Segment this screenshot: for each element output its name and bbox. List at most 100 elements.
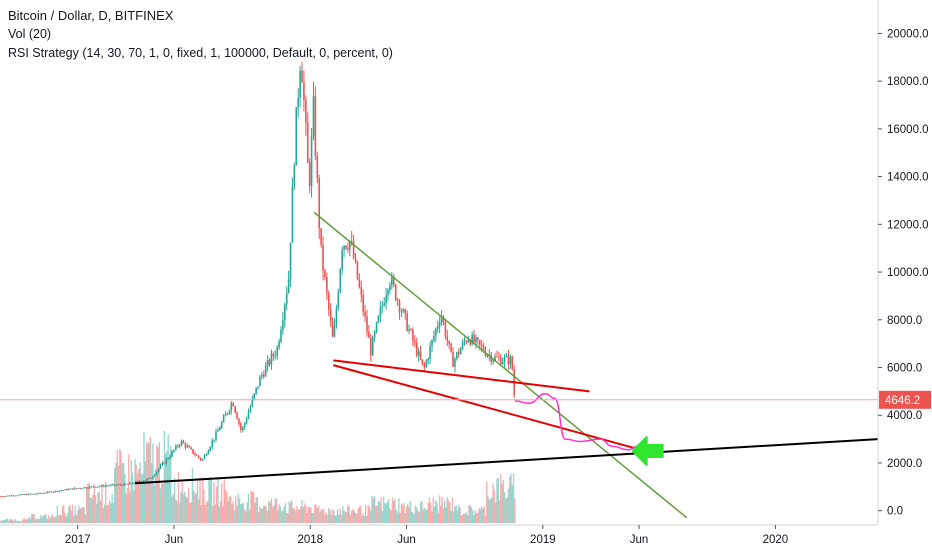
volume-bar xyxy=(421,500,423,523)
candle-body xyxy=(190,447,192,450)
volume-bar xyxy=(466,515,469,523)
candle-body xyxy=(236,412,238,420)
volume-bar xyxy=(431,511,433,523)
volume-bar xyxy=(153,485,155,523)
volume-bar xyxy=(185,496,187,523)
candle-body xyxy=(133,483,135,485)
candle-body xyxy=(297,98,299,108)
volume-bar xyxy=(297,509,299,523)
price-axis[interactable]: 0.0 2000.0 4000.0 6000.0 8000.0 10000.0 12000.… xyxy=(0,0,931,525)
volume-bar xyxy=(393,501,395,523)
candle-body xyxy=(383,303,386,306)
time-axis[interactable]: 2017 Jun 2018 Jun 2019 Jun 2020 xyxy=(0,524,878,546)
volume-bar xyxy=(503,492,506,523)
volume-bar xyxy=(83,507,85,523)
volume-bar xyxy=(300,506,302,523)
candle-body xyxy=(488,354,491,356)
volume-bar xyxy=(410,511,413,523)
volume-bar xyxy=(209,476,211,523)
candle-body xyxy=(343,245,345,250)
volume-indicator-label[interactable]: Vol (20) xyxy=(8,27,52,41)
last-price-tag xyxy=(879,390,931,409)
volume-bar xyxy=(506,496,508,523)
volume-bar xyxy=(232,501,234,523)
volume-bar xyxy=(351,510,353,523)
volume-bar xyxy=(469,505,471,523)
candle-body xyxy=(79,487,82,489)
candle-body xyxy=(284,304,286,320)
volume-bar xyxy=(161,483,163,523)
candle-body xyxy=(475,337,477,343)
volume-bar xyxy=(181,481,183,523)
candle-body xyxy=(326,277,328,293)
volume-bar xyxy=(152,443,154,523)
volume-bar xyxy=(403,503,405,523)
volume-bar xyxy=(498,500,501,523)
volume-bar xyxy=(259,506,261,523)
volume-bar xyxy=(368,506,371,523)
volume-bar xyxy=(131,472,134,523)
x-tick-label: 2019 xyxy=(530,534,556,546)
volume-bar xyxy=(407,503,409,523)
candle-body xyxy=(106,485,108,487)
volume-bar xyxy=(361,516,363,523)
candle-body xyxy=(175,445,177,450)
volume-bar xyxy=(19,520,22,523)
candle-body xyxy=(249,406,252,413)
volume-bar xyxy=(134,458,136,523)
candle-body xyxy=(199,457,202,461)
volume-bar xyxy=(447,500,450,523)
candle-body xyxy=(347,248,349,250)
candle-body xyxy=(14,495,17,497)
candle-body xyxy=(454,358,456,367)
volume-bar xyxy=(122,463,125,523)
candle-body xyxy=(301,70,303,83)
symbol-title[interactable]: Bitcoin / Dollar, D, BITFINEX xyxy=(8,8,174,23)
volume-bar xyxy=(22,519,24,523)
volume-bar xyxy=(43,514,46,523)
volume-bar xyxy=(358,506,361,523)
volume-bar xyxy=(274,498,276,523)
volume-bar xyxy=(24,519,27,523)
volume-bar xyxy=(352,508,354,523)
volume-bar xyxy=(301,499,303,523)
volume-bar xyxy=(316,508,319,523)
candle-body xyxy=(381,305,384,308)
candle-body xyxy=(184,443,187,448)
trend-line-support xyxy=(135,438,879,485)
volume-bar xyxy=(93,484,95,523)
candle-body xyxy=(1,496,3,498)
candle-body xyxy=(329,309,332,322)
candle-body xyxy=(408,329,410,331)
drawings[interactable] xyxy=(135,211,879,519)
candle-body xyxy=(45,492,47,494)
volume-bar xyxy=(366,515,368,523)
volume-bar xyxy=(198,499,200,523)
candle-body xyxy=(247,412,250,419)
candle-body xyxy=(165,458,168,464)
volume-bar xyxy=(377,500,380,523)
candle-body xyxy=(391,277,393,285)
y-tick-label: 10000.0 xyxy=(887,267,929,279)
volume-bar xyxy=(97,492,99,523)
volume-bar xyxy=(233,510,236,523)
volume-bar xyxy=(367,504,369,523)
candle-body xyxy=(0,496,1,498)
candle-body xyxy=(68,489,70,491)
candle-body xyxy=(228,410,231,414)
volume-bar xyxy=(0,520,1,523)
volume-bar xyxy=(279,506,282,523)
volume-bar xyxy=(386,501,389,523)
candle-body xyxy=(289,242,292,279)
volume-bar xyxy=(298,509,301,523)
strategy-label[interactable]: RSI Strategy (14, 30, 70, 1, 0, fixed, 1… xyxy=(8,46,393,60)
volume-bar xyxy=(497,477,499,523)
volume-bar xyxy=(9,518,11,523)
candle-body xyxy=(308,162,311,187)
volume-bar xyxy=(329,509,331,523)
volume-bar xyxy=(199,477,201,523)
candle-body xyxy=(322,244,324,271)
candle-body xyxy=(188,446,191,448)
volume-bar xyxy=(190,502,192,523)
